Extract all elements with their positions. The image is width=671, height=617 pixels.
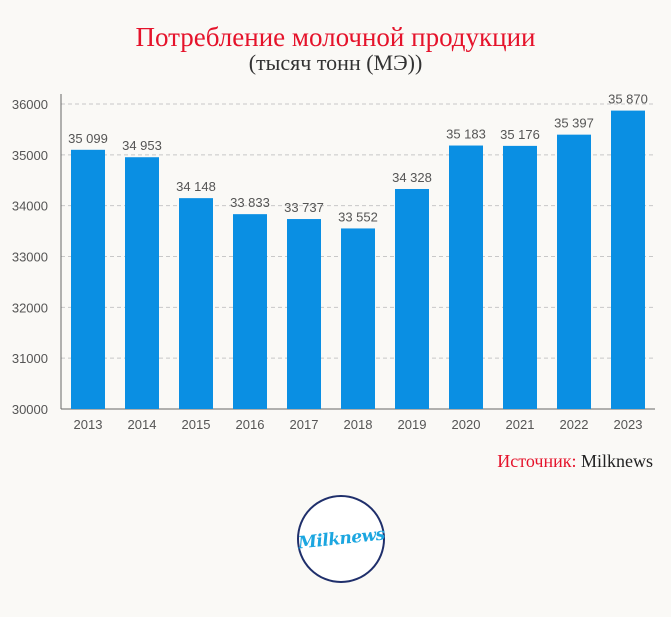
data-label: 34 953 — [122, 138, 162, 153]
x-tick-label: 2021 — [506, 417, 535, 432]
y-tick-label: 35000 — [12, 148, 48, 163]
data-label: 35 183 — [446, 127, 486, 142]
x-tick-label: 2020 — [452, 417, 481, 432]
source-label: Источник: — [497, 451, 577, 471]
data-label: 35 176 — [500, 127, 540, 142]
bar — [449, 145, 483, 410]
x-tick-label: 2016 — [236, 417, 265, 432]
data-label: 35 870 — [608, 92, 648, 107]
bar — [125, 157, 159, 409]
data-label: 33 737 — [284, 200, 324, 215]
x-tick-label: 2015 — [182, 417, 211, 432]
chart-title: Потребление молочной продукции — [135, 22, 536, 52]
x-tick-label: 2018 — [344, 417, 373, 432]
bar — [287, 219, 321, 409]
source-value: Milknews — [581, 451, 653, 471]
bars — [71, 110, 645, 410]
y-tick-label: 33000 — [12, 250, 48, 265]
bar — [611, 110, 645, 409]
x-tick-label: 2022 — [560, 417, 589, 432]
y-tick-label: 34000 — [12, 199, 48, 214]
data-labels: 35 099 34 953 34 148 33 833 33 737 33 552 34 3… — [68, 92, 648, 225]
y-tick-label: 36000 — [12, 97, 48, 112]
x-tick-label: 2017 — [290, 417, 319, 432]
x-tick-label: 2014 — [128, 417, 157, 432]
y-tick-label: 31000 — [12, 351, 48, 366]
y-tick-label: 32000 — [12, 300, 48, 315]
x-tick-label: 2019 — [398, 417, 427, 432]
milknews-logo: Milknews — [297, 495, 385, 583]
data-label: 35 099 — [68, 131, 108, 146]
source-line: Источник: Milknews — [497, 451, 653, 472]
bar — [395, 188, 429, 409]
data-label: 33 833 — [230, 195, 270, 210]
axes: 30000 31000 32000 33000 34000 35000 36000 2013 2… — [12, 94, 655, 432]
data-label: 34 148 — [176, 179, 216, 194]
bar — [233, 214, 267, 409]
bar — [341, 228, 375, 409]
bar — [557, 134, 591, 409]
y-tick-label: 30000 — [12, 402, 48, 417]
logo-text: Milknews — [296, 524, 386, 554]
data-label: 33 552 — [338, 209, 378, 224]
bar — [503, 145, 537, 410]
bar — [71, 149, 105, 409]
x-tick-label: 2023 — [614, 417, 643, 432]
data-label: 34 328 — [392, 170, 432, 185]
chart-subtitle: (тысяч тонн (МЭ)) — [248, 50, 423, 75]
data-label: 35 397 — [554, 116, 594, 131]
x-tick-label: 2013 — [74, 417, 103, 432]
bar — [179, 198, 213, 409]
